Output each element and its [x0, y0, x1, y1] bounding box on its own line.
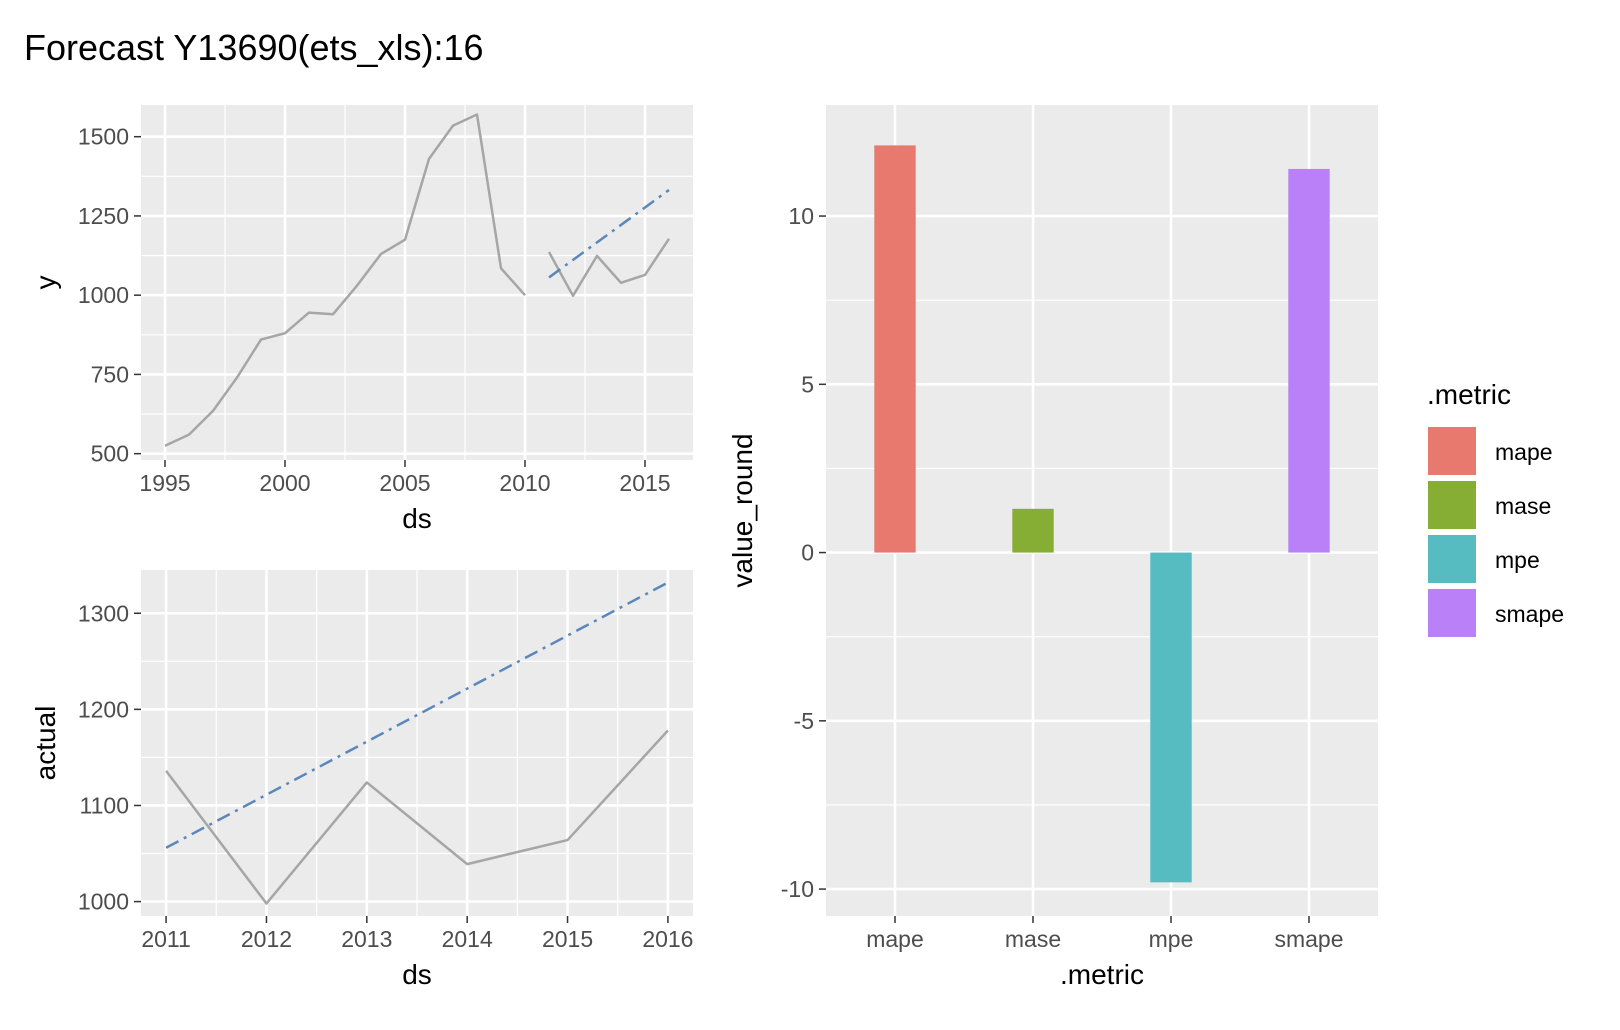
y-axis-label: y	[30, 276, 61, 290]
chart-title: Forecast Y13690(ets_xls):16	[24, 27, 484, 68]
x-tick-label: 2011	[141, 926, 190, 952]
legend-label-smape: smape	[1495, 601, 1564, 627]
x-tick-label: 2010	[499, 470, 550, 496]
x-tick-label: 2012	[241, 926, 292, 952]
x-axis-label: ds	[402, 503, 432, 534]
legend-title: .metric	[1427, 379, 1511, 410]
y-tick-label: 1100	[80, 792, 129, 818]
y-tick-label: 10	[788, 203, 814, 229]
x-tick-label: mape	[866, 926, 924, 952]
y-tick-label: 1300	[78, 600, 129, 626]
actual-line	[547, 238, 671, 298]
actual-line	[165, 729, 669, 905]
y-axis-label: actual	[30, 706, 61, 781]
y-tick-label: 5	[801, 371, 814, 397]
x-tick-label: 2013	[341, 926, 392, 952]
legend-label-mase: mase	[1495, 493, 1551, 519]
y-tick-label: 1200	[78, 696, 129, 722]
y-tick-label: 1000	[78, 282, 129, 308]
legend-swatch-mape	[1428, 427, 1476, 475]
bottom-line-chart: 2011 2012 2013 2014 2015 2016 1000 1100 1200 1300…	[30, 570, 693, 990]
panel-background	[141, 105, 693, 460]
x-tick-label: 2016	[642, 926, 693, 952]
forecast-line	[548, 188, 670, 279]
x-tick-label: 1995	[139, 470, 190, 496]
x-axis-label: ds	[402, 959, 432, 990]
bar-smape	[1288, 168, 1330, 553]
y-axis-label: value_round	[727, 433, 758, 587]
legend-swatch-mpe	[1428, 535, 1476, 583]
forecast-line	[165, 581, 669, 849]
bar-mase	[1012, 508, 1054, 553]
bar-mape	[874, 145, 916, 553]
x-tick-label: 2015	[542, 926, 593, 952]
top-line-chart: 1995 2000 2005 2010 2015 500 750 1000 1250 1500 ds…	[30, 105, 693, 534]
actual-line	[164, 113, 526, 447]
y-tick-label: 0	[801, 540, 814, 566]
bar-mpe	[1150, 552, 1192, 883]
x-tick-label: 2005	[379, 470, 430, 496]
legend-label-mpe: mpe	[1495, 547, 1540, 573]
x-tick-label: mase	[1005, 926, 1061, 952]
y-tick-label: 500	[91, 441, 129, 467]
x-tick-label: smape	[1274, 926, 1343, 952]
metric-bar-chart: -10 -5 0 5 10 mape mase mpe smape .metric value_ro…	[727, 105, 1378, 990]
y-tick-label: 1000	[78, 889, 129, 915]
x-tick-label: 2000	[259, 470, 310, 496]
y-tick-label: 1250	[78, 203, 129, 229]
y-tick-label: 750	[91, 361, 129, 387]
x-tick-label: mpe	[1149, 926, 1194, 952]
metric-legend: .metric mape mase mpe smape	[1427, 379, 1564, 638]
y-tick-label: 1500	[78, 124, 129, 150]
x-tick-label: 2015	[619, 470, 670, 496]
y-tick-label: -10	[781, 876, 814, 902]
legend-swatch-smape	[1428, 589, 1476, 637]
panel-background	[826, 105, 1378, 916]
legend-label-mape: mape	[1495, 439, 1553, 465]
y-tick-label: -5	[794, 708, 814, 734]
x-axis-label: .metric	[1060, 959, 1144, 990]
legend-swatch-mase	[1428, 481, 1476, 529]
x-tick-label: 2014	[442, 926, 493, 952]
